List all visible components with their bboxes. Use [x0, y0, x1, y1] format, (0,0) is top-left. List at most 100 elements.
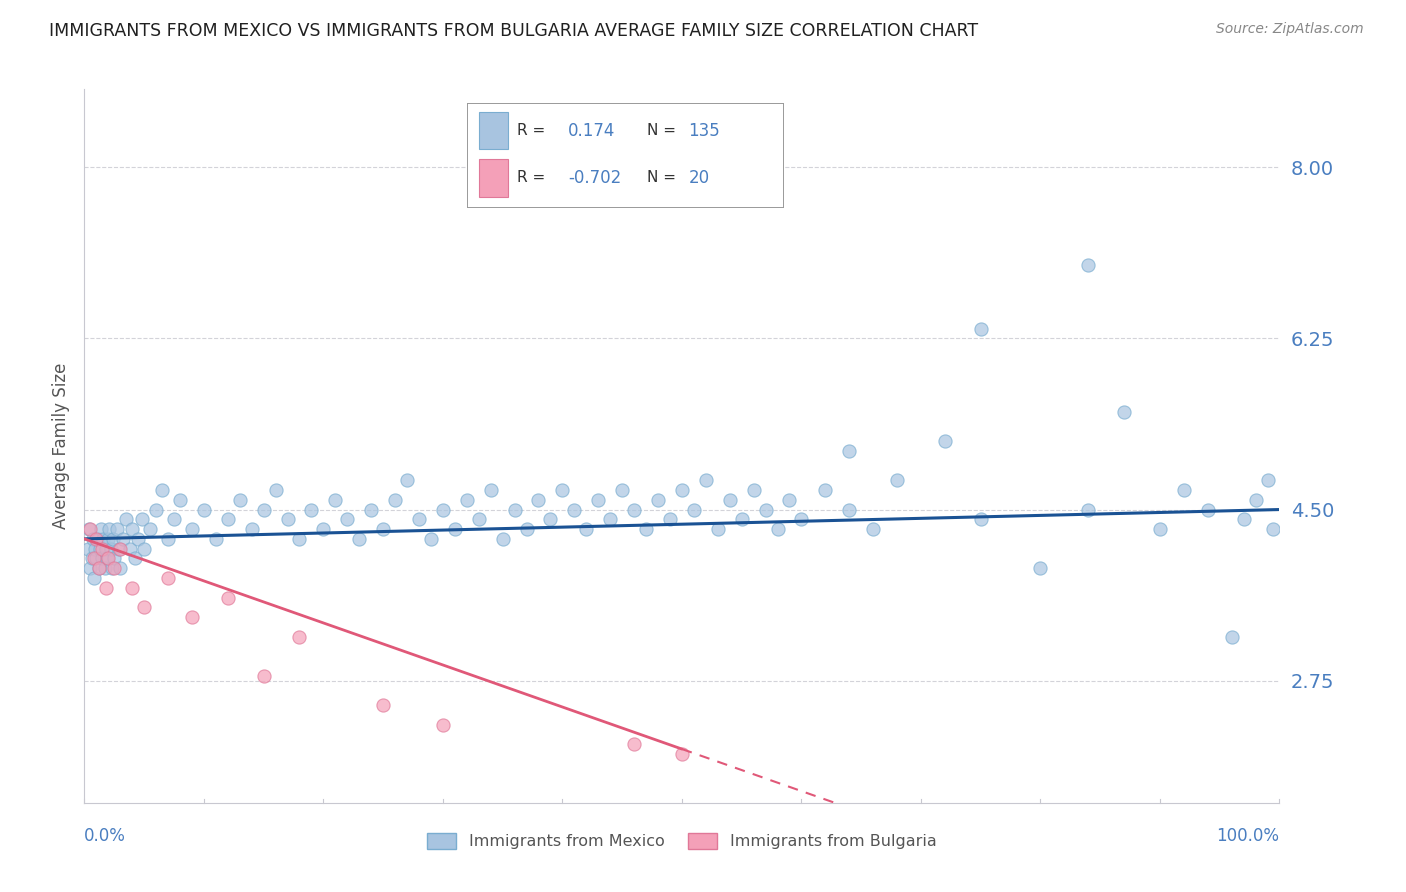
- Point: [110, 561, 132, 575]
- Point: [253, 502, 276, 516]
- Point: [240, 522, 263, 536]
- Point: [360, 502, 382, 516]
- Point: [970, 321, 993, 335]
- Point: [127, 532, 149, 546]
- Point: [87, 561, 110, 575]
- Point: [77, 541, 100, 556]
- Point: [169, 492, 191, 507]
- Point: [612, 483, 634, 497]
- Point: [790, 512, 813, 526]
- Point: [96, 551, 118, 566]
- Point: [373, 522, 395, 536]
- Point: [540, 512, 562, 526]
- Point: [277, 512, 299, 526]
- Point: [193, 502, 215, 516]
- Point: [659, 512, 682, 526]
- Point: [86, 532, 108, 546]
- Point: [588, 492, 610, 507]
- Point: [90, 522, 112, 536]
- Point: [288, 532, 311, 546]
- Point: [934, 434, 956, 449]
- Point: [599, 512, 621, 526]
- Point: [98, 522, 121, 536]
- Text: 0.0%: 0.0%: [84, 827, 127, 846]
- Point: [420, 532, 443, 546]
- Point: [373, 698, 395, 712]
- Point: [124, 551, 146, 566]
- Point: [83, 571, 105, 585]
- Point: [87, 561, 110, 575]
- Point: [121, 522, 143, 536]
- Point: [456, 492, 478, 507]
- Point: [100, 541, 122, 556]
- Point: [91, 551, 114, 566]
- Point: [636, 522, 658, 536]
- Point: [105, 522, 128, 536]
- Point: [132, 541, 156, 556]
- Point: [731, 512, 754, 526]
- Point: [683, 502, 706, 516]
- Point: [163, 512, 186, 526]
- Point: [139, 522, 162, 536]
- Point: [349, 532, 371, 546]
- Point: [91, 541, 114, 556]
- Point: [623, 502, 645, 516]
- Point: [575, 522, 598, 536]
- Point: [1029, 561, 1052, 575]
- Point: [94, 541, 117, 556]
- Point: [766, 522, 789, 536]
- Point: [838, 502, 860, 516]
- Point: [671, 747, 693, 761]
- Point: [157, 571, 180, 585]
- Point: [564, 502, 586, 516]
- Point: [132, 600, 156, 615]
- Point: [671, 483, 693, 497]
- Point: [79, 561, 101, 575]
- Point: [503, 502, 526, 516]
- Point: [336, 512, 359, 526]
- Point: [97, 532, 120, 546]
- Point: [101, 561, 124, 575]
- Point: [288, 630, 311, 644]
- Y-axis label: Average Family Size: Average Family Size: [52, 363, 70, 529]
- Point: [970, 512, 993, 526]
- Point: [157, 532, 180, 546]
- Point: [115, 512, 138, 526]
- Point: [145, 502, 167, 516]
- Legend: Immigrants from Mexico, Immigrants from Bulgaria: Immigrants from Mexico, Immigrants from …: [420, 826, 943, 855]
- Point: [862, 522, 884, 536]
- Point: [101, 532, 124, 546]
- Point: [181, 610, 204, 624]
- Point: [301, 502, 323, 516]
- Point: [479, 483, 502, 497]
- Point: [1077, 258, 1099, 272]
- Point: [742, 483, 765, 497]
- Point: [695, 473, 717, 487]
- Point: [707, 522, 730, 536]
- Point: [264, 483, 287, 497]
- Point: [103, 551, 125, 566]
- Point: [718, 492, 741, 507]
- Point: [83, 551, 105, 566]
- Point: [1257, 473, 1279, 487]
- Point: [121, 581, 143, 595]
- Point: [838, 443, 860, 458]
- Point: [1244, 492, 1267, 507]
- Point: [253, 669, 276, 683]
- Point: [82, 532, 104, 546]
- Point: [623, 737, 645, 751]
- Point: [408, 512, 430, 526]
- Point: [118, 541, 141, 556]
- Point: [468, 512, 491, 526]
- Point: [755, 502, 778, 516]
- Point: [150, 483, 173, 497]
- Point: [432, 502, 454, 516]
- Point: [205, 532, 228, 546]
- Point: [396, 473, 419, 487]
- Point: [814, 483, 837, 497]
- Point: [103, 561, 125, 575]
- Point: [79, 522, 101, 536]
- Point: [94, 581, 117, 595]
- Point: [1077, 502, 1099, 516]
- Point: [229, 492, 252, 507]
